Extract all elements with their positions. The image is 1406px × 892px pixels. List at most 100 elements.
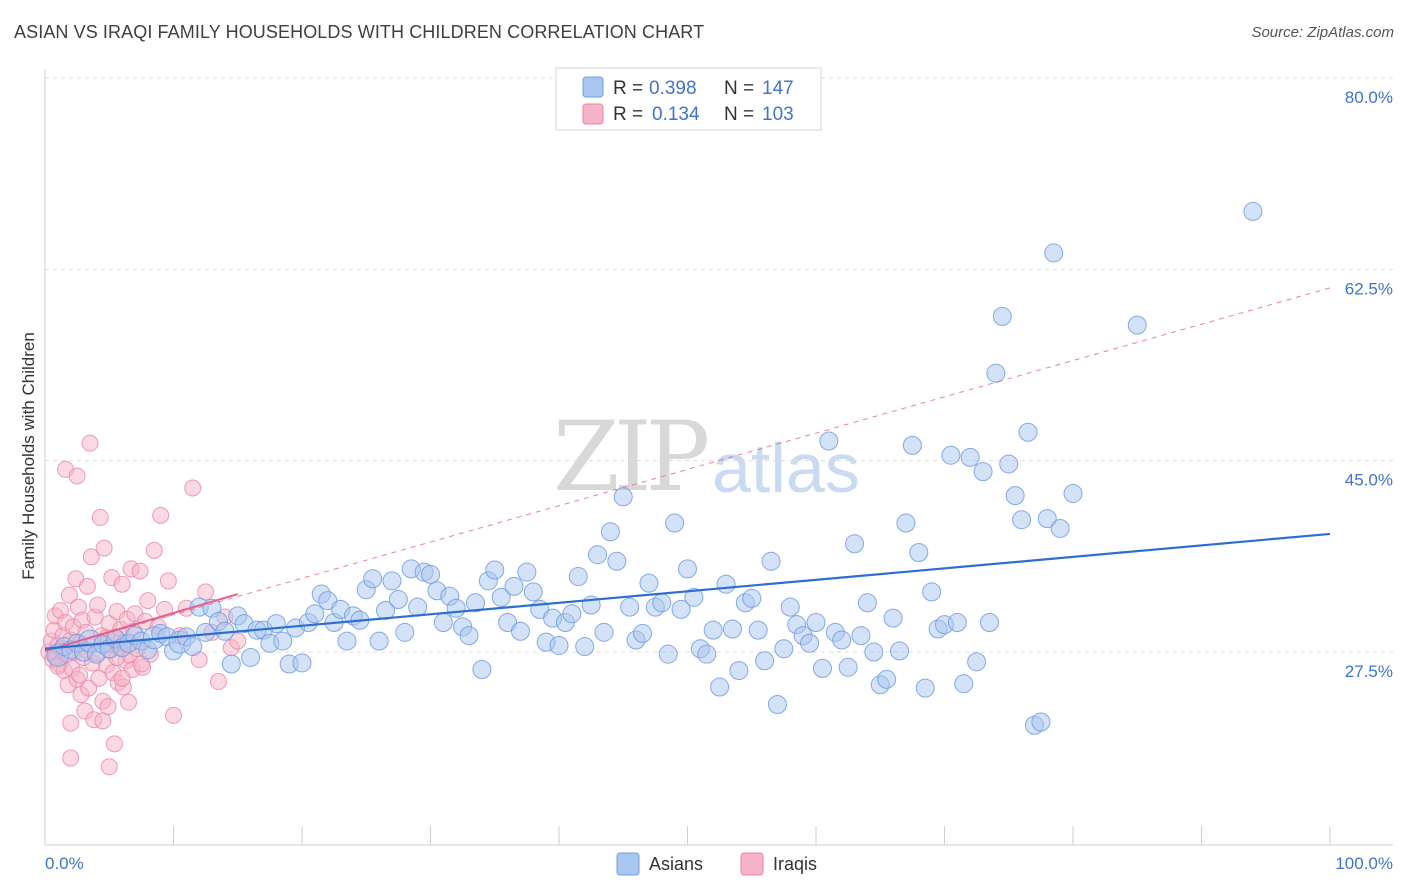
- asian-point: [613, 487, 633, 507]
- y-tick-labels: 27.5% 45.0% 62.5% 80.0%: [1345, 88, 1393, 681]
- asian-point: [594, 622, 614, 642]
- asian-point: [851, 626, 871, 646]
- asian-point: [845, 534, 865, 554]
- bottom-legend-swatch-asians: [616, 852, 640, 876]
- asian-point: [620, 597, 640, 617]
- asian-point: [652, 593, 672, 613]
- asian-point: [491, 587, 511, 607]
- iraqi-point: [120, 693, 138, 711]
- y-tick-label: 45.0%: [1345, 471, 1393, 490]
- asian-point: [266, 614, 286, 634]
- y-tick-label: 27.5%: [1345, 662, 1393, 681]
- asian-point: [1243, 201, 1263, 221]
- x-tick-label: 100.0%: [1335, 854, 1393, 873]
- asian-point: [806, 612, 826, 632]
- asian-point: [665, 513, 685, 533]
- iraqi-point: [82, 548, 100, 566]
- asian-point: [812, 658, 832, 678]
- asian-point: [575, 637, 595, 657]
- legend-r-label-iraqis: R =: [613, 104, 643, 125]
- asian-point: [979, 612, 999, 632]
- asian-point: [716, 574, 736, 594]
- asian-point: [742, 588, 762, 608]
- legend-n-label-asians: N =: [724, 78, 754, 99]
- legend-n-value-asians: 147: [762, 78, 794, 99]
- asian-point: [703, 620, 723, 640]
- asian-point: [568, 567, 588, 587]
- asian-point: [600, 522, 620, 542]
- asian-point: [857, 593, 877, 613]
- asian-point: [678, 559, 697, 579]
- iraqi-point: [62, 749, 80, 767]
- axes: [44, 70, 1393, 846]
- asian-point: [864, 642, 884, 662]
- watermark-zip: ZIP: [553, 401, 708, 513]
- asian-point: [909, 543, 929, 563]
- correlation-legend: R = 0.398 N = 147 R = 0.134 N = 103: [555, 67, 822, 131]
- asian-point: [337, 631, 357, 651]
- asian-point: [973, 462, 993, 482]
- asian-point: [510, 621, 530, 641]
- asian-point: [800, 633, 820, 653]
- bottom-legend-swatch-iraqis: [740, 852, 764, 876]
- asian-point: [722, 619, 742, 639]
- iraqi-point: [60, 586, 78, 604]
- asian-point: [376, 600, 396, 620]
- asian-point: [459, 626, 479, 646]
- asian-point: [363, 569, 383, 589]
- asian-point: [960, 447, 980, 467]
- asian-point: [967, 652, 987, 672]
- asian-point: [433, 612, 453, 632]
- asian-point: [883, 608, 903, 628]
- asian-point: [388, 590, 408, 610]
- asian-point: [1050, 518, 1070, 538]
- asian-point: [877, 669, 897, 689]
- bottom-legend-label-iraqis: Iraqis: [773, 854, 817, 874]
- iraqi-point: [197, 583, 215, 601]
- asian-point: [832, 630, 852, 650]
- series-legend: Asians Iraqis: [616, 852, 817, 876]
- asian-point: [421, 564, 440, 584]
- y-axis-title: Family Households with Children: [19, 332, 38, 580]
- iraqi-point: [71, 666, 89, 684]
- asian-point: [639, 573, 659, 593]
- y-tick-label: 80.0%: [1345, 88, 1393, 107]
- asian-point: [221, 654, 241, 674]
- asian-point: [954, 674, 974, 694]
- asian-point: [446, 598, 466, 618]
- asian-point: [523, 582, 543, 602]
- asian-point: [485, 560, 505, 580]
- chart-title: ASIAN VS IRAQI FAMILY HOUSEHOLDS WITH CH…: [14, 22, 705, 42]
- legend-swatch-asians: [582, 76, 604, 98]
- asian-point: [633, 623, 653, 643]
- iraqi-point: [184, 479, 202, 497]
- iraqi-point: [139, 592, 157, 610]
- x-tick-label: 0.0%: [45, 854, 84, 873]
- asian-point: [729, 661, 749, 681]
- asian-point: [273, 631, 293, 651]
- iraqi-point: [62, 714, 80, 732]
- legend-n-value-iraqis: 103: [762, 104, 794, 125]
- iraqi-point: [80, 679, 98, 697]
- asian-point: [684, 587, 704, 607]
- asian-point: [838, 657, 858, 677]
- asian-point: [767, 694, 787, 714]
- asian-point: [504, 576, 524, 596]
- asian-point: [183, 637, 203, 657]
- asian-point: [922, 582, 942, 602]
- iraqi-point: [105, 735, 123, 753]
- legend-n-label-iraqis: N =: [724, 104, 754, 125]
- asian-point: [517, 562, 537, 582]
- iraqi-point: [165, 706, 182, 724]
- asian-point: [896, 513, 916, 533]
- bottom-legend-label-asians: Asians: [649, 854, 703, 874]
- asian-point: [710, 677, 730, 697]
- asian-point: [671, 599, 691, 619]
- legend-r-label-asians: R =: [613, 78, 643, 99]
- asian-point: [748, 620, 768, 640]
- iraqi-point: [94, 712, 112, 730]
- iraqi-point: [95, 539, 113, 557]
- iraqi-point: [89, 596, 107, 614]
- asian-point: [472, 659, 492, 679]
- iraqi-point: [81, 434, 99, 452]
